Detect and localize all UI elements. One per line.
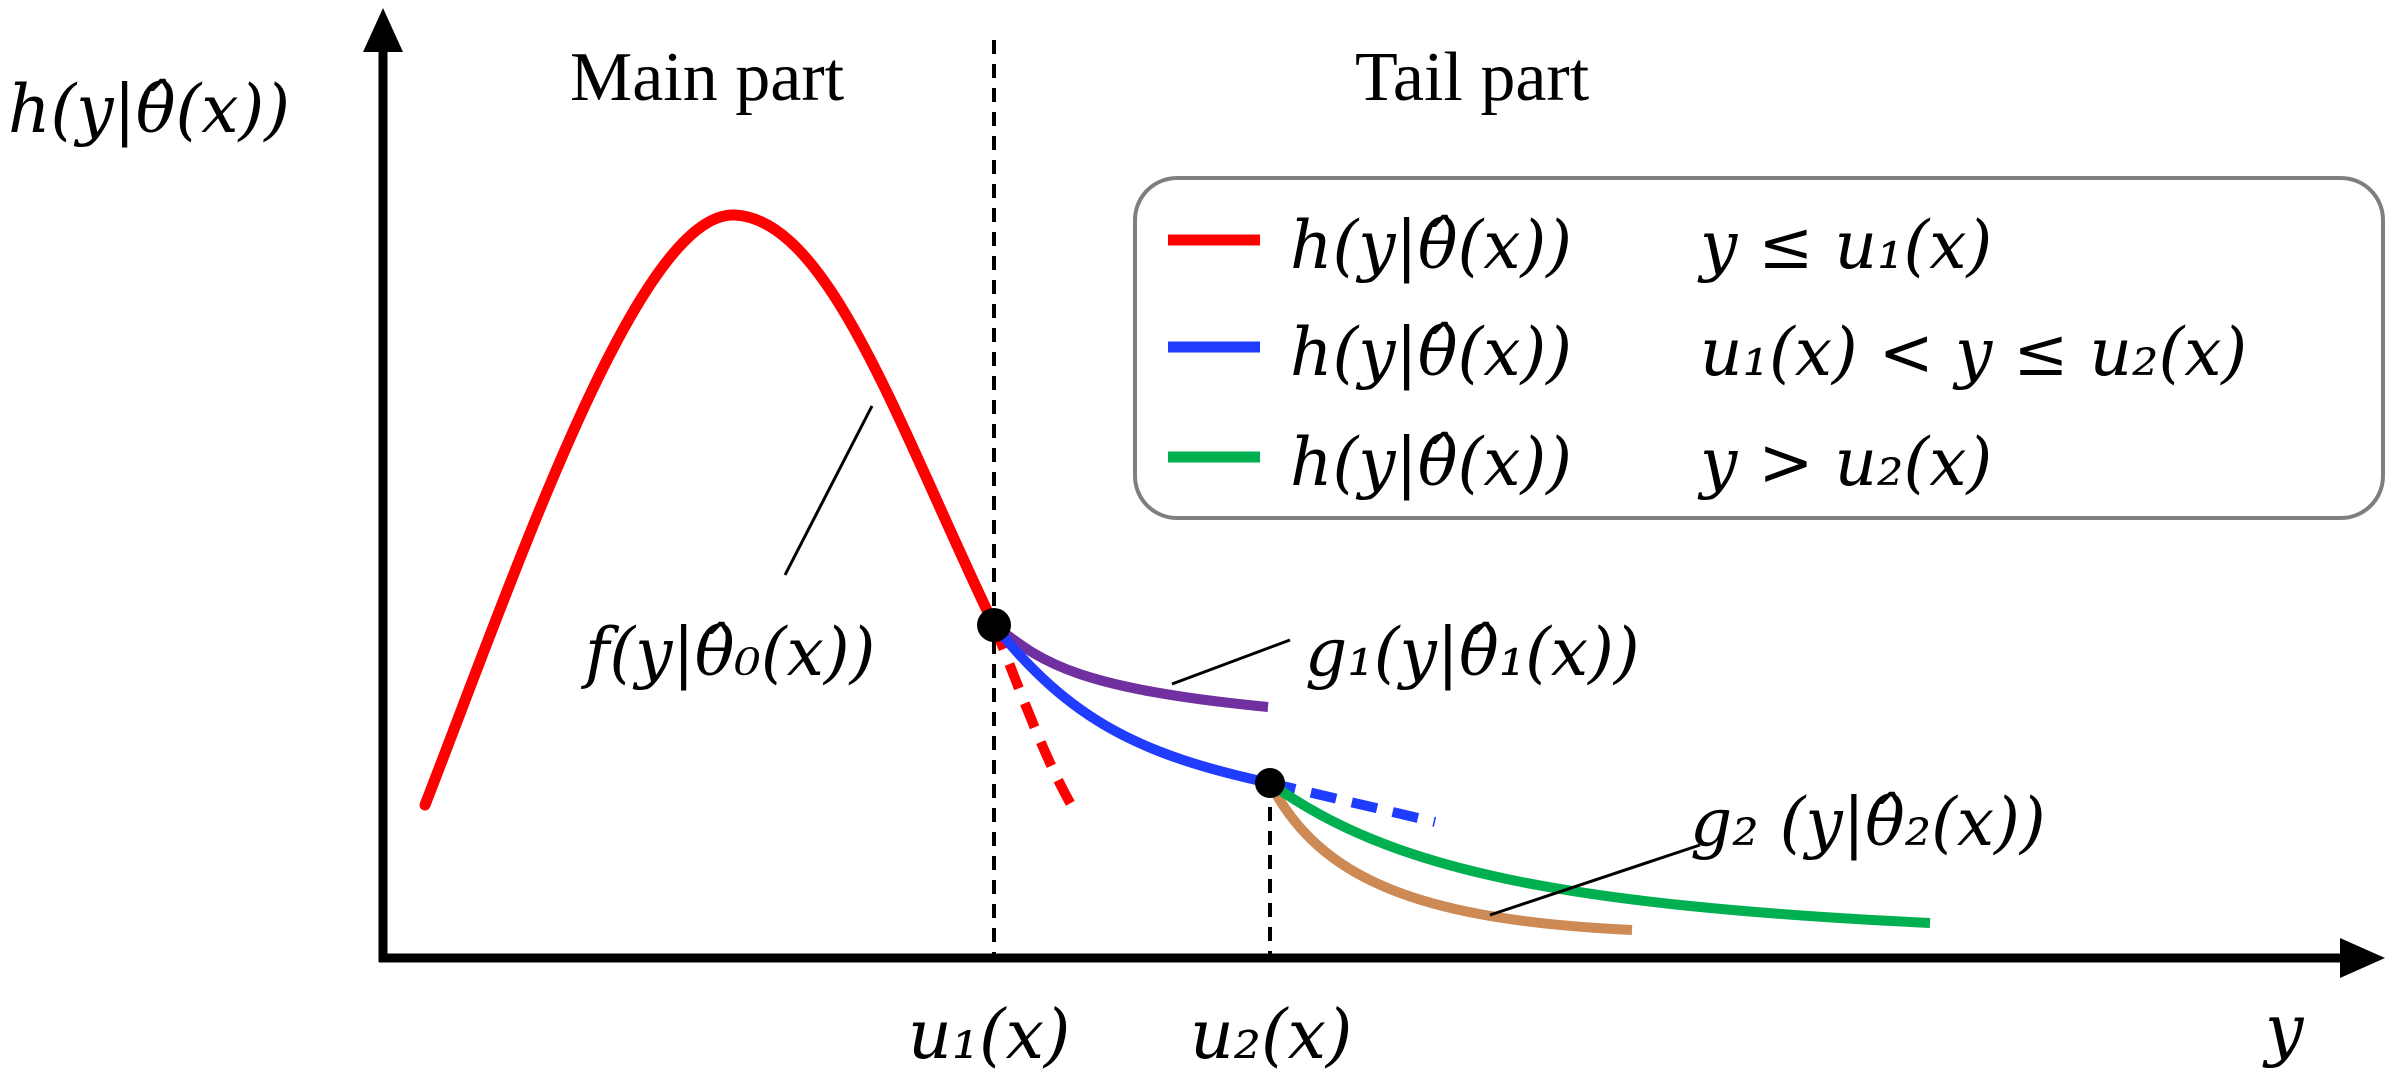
g2-fit-curve — [1265, 780, 1633, 935]
main-part-label: Main part — [570, 39, 845, 116]
x-axis-label: y — [2262, 991, 2305, 1070]
g1-leader-line — [1171, 638, 1291, 686]
u1-junction-point — [977, 608, 1011, 642]
u2-junction-point — [1255, 768, 1285, 798]
y-axis-arrow-icon — [363, 8, 403, 52]
legend-item-1-func: h(y|θ̂(x)) — [1290, 207, 1572, 284]
u2-label: u₂(x) — [1190, 996, 1352, 1075]
g1-fit-curve — [990, 621, 1269, 712]
g1-annotation: g₁(y|θ̂₁(x)) — [1305, 614, 1640, 691]
legend-item-3-func: h(y|θ̂(x)) — [1290, 424, 1572, 501]
legend-item-2-func: h(y|θ̂(x)) — [1290, 314, 1572, 391]
h-mid-curve — [990, 621, 1272, 788]
f-annotation: f(y|θ̂₀(x)) — [580, 614, 875, 691]
u1-label: u₁(x) — [908, 996, 1070, 1075]
legend-item-1-cond: y ≤ u₁(x) — [1697, 207, 1992, 284]
f-leader-line — [783, 405, 874, 576]
legend-item-2-cond: u₁(x) < y ≤ u₂(x) — [1700, 314, 2247, 391]
main-density-curve — [419, 209, 1000, 811]
h-mid-extension — [1268, 778, 1437, 827]
tail-part-label: Tail part — [1355, 39, 1590, 116]
axes — [363, 8, 2385, 978]
x-axis-arrow-icon — [2340, 938, 2385, 978]
main-density-extension — [989, 623, 1078, 811]
legend-item-3-cond: y > u₂(x) — [1697, 424, 1992, 501]
legend-box — [1133, 176, 2385, 520]
g2-leader-line — [1489, 843, 1701, 917]
g2-annotation: g₂ (y|θ̂₂(x)) — [1690, 784, 2046, 861]
h-tail-curve — [1267, 778, 1931, 928]
legend: h(y|θ̂(x)) y ≤ u₁(x) h(y|θ̂(x)) u₁(x) < … — [1133, 176, 2385, 520]
y-axis-label: h(y|θ̂(x)) — [8, 71, 290, 148]
